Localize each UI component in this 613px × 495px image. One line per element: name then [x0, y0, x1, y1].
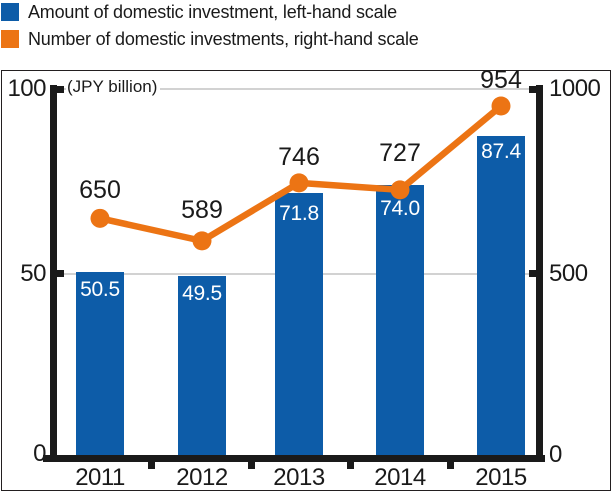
- line-point: [491, 96, 511, 116]
- x-axis-tick: [446, 462, 454, 469]
- line-value-label: 954: [480, 65, 522, 94]
- x-axis-line: [43, 455, 545, 462]
- left-axis-tick-label: 0: [33, 439, 46, 467]
- line-point: [289, 173, 309, 193]
- x-axis-label: 2013: [273, 464, 325, 491]
- right-axis-line: [536, 85, 543, 462]
- line-point: [192, 231, 212, 251]
- legend-item-number: Number of domestic investments, right-ha…: [1, 28, 419, 49]
- x-axis-tick: [247, 462, 255, 469]
- line-value-label: 650: [79, 176, 121, 205]
- legend-item-amount: Amount of domestic investment, left-hand…: [1, 1, 397, 22]
- left-axis-tick-label: 50: [20, 259, 46, 287]
- bar-value-label: 87.4: [481, 139, 521, 163]
- left-axis-tick: [57, 85, 64, 93]
- amount-legend-label: Amount of domestic investment, left-hand…: [28, 1, 397, 22]
- left-axis-tick: [57, 270, 64, 278]
- left-axis-tick-label: 100: [7, 75, 46, 102]
- x-axis-label: 2014: [374, 464, 426, 491]
- right-axis-tick-label: 1000: [549, 75, 601, 102]
- line-value-label: 727: [379, 138, 421, 167]
- line-point: [90, 208, 110, 228]
- right-axis-tick-label: 500: [549, 259, 588, 287]
- right-axis-tick: [529, 85, 536, 93]
- bar: [376, 185, 424, 462]
- x-axis-label: 2011: [75, 464, 125, 491]
- x-axis-label: 2012: [176, 464, 228, 491]
- number-legend-label: Number of domestic investments, right-ha…: [28, 28, 419, 49]
- line-value-label: 746: [278, 142, 320, 171]
- right-axis-tick-label: 0: [549, 440, 562, 468]
- unit-label: (JPY billion): [66, 76, 161, 99]
- left-axis-line: [50, 85, 57, 462]
- bar: [76, 271, 124, 462]
- x-axis-tick: [147, 462, 155, 469]
- bar: [275, 193, 323, 462]
- line-value-label: 589: [181, 195, 223, 224]
- bar-value-label: 49.5: [182, 281, 222, 305]
- bar-value-label: 71.8: [279, 202, 319, 226]
- bar-value-label: 50.5: [80, 277, 120, 301]
- gridline: [53, 88, 540, 90]
- x-axis-label: 2015: [475, 464, 527, 491]
- x-axis-tick: [346, 462, 354, 469]
- chart-frame-border: [1, 70, 611, 491]
- bar-value-label: 74.0: [380, 197, 420, 221]
- right-axis-tick: [529, 270, 536, 278]
- number-series-swatch-icon: [1, 30, 19, 48]
- bar: [477, 135, 525, 462]
- amount-series-swatch-icon: [1, 3, 19, 21]
- bar: [178, 275, 226, 462]
